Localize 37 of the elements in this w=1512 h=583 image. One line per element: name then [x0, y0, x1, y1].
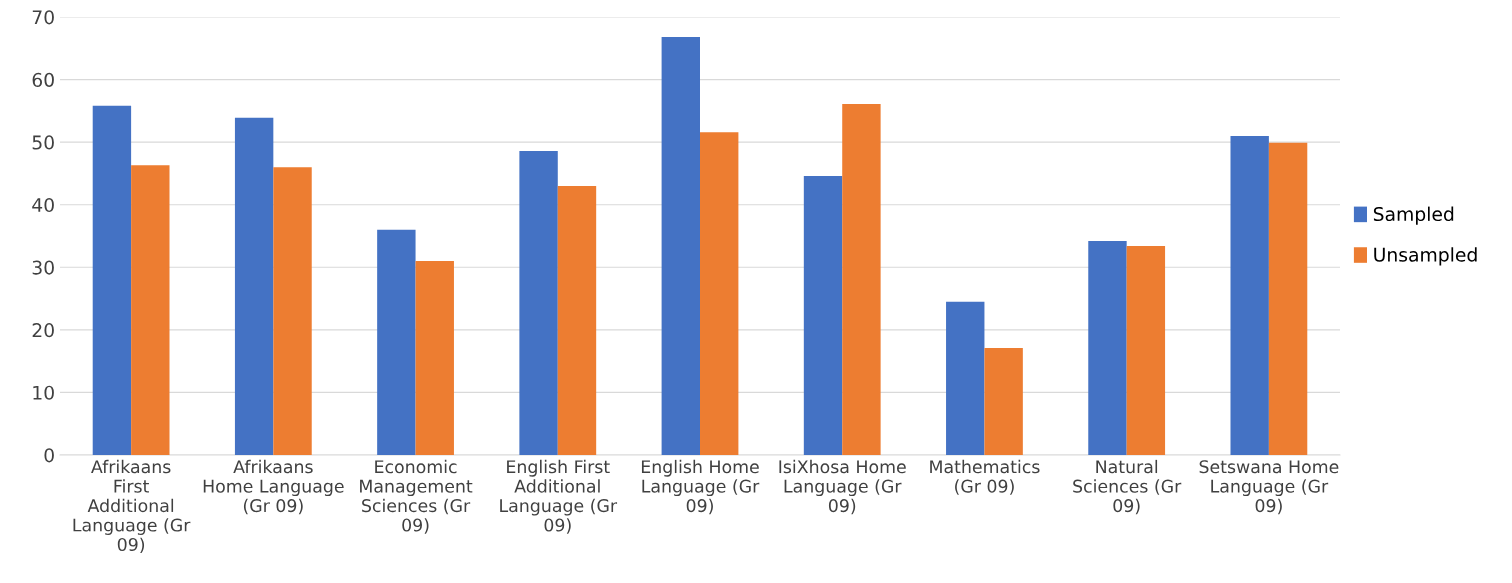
bar	[273, 167, 312, 455]
x-tick-label: Afrikaans First Additional Language (Gr 09)	[73, 459, 191, 554]
bar	[984, 348, 1023, 455]
bar	[842, 103, 881, 455]
x-tick-label: English First Additional Language (Gr 09)	[500, 459, 618, 534]
bar	[519, 150, 558, 455]
x-tick-label: English Home Language (Gr 09)	[641, 459, 760, 515]
bar	[131, 165, 170, 455]
bar	[1230, 135, 1269, 455]
y-tick-label: 50	[32, 135, 54, 150]
y-tick-label: 30	[32, 260, 54, 275]
bar	[377, 229, 416, 455]
y-tick-label: 60	[32, 72, 54, 87]
x-tick-label: Setswana Home Language (Gr 09)	[1199, 460, 1339, 515]
y-tick-label: 10	[33, 385, 54, 400]
x-tick-label: Afrikaans Home Language (Gr 09)	[203, 459, 344, 515]
y-tick-label: 40	[32, 197, 54, 213]
x-tick-label: IsiXhosa Home Language (Gr 09)	[779, 459, 906, 515]
x-tick-label: Mathematics (Gr 09)	[930, 459, 1040, 495]
bar	[1126, 246, 1166, 455]
bar	[234, 117, 274, 455]
bar	[1268, 142, 1308, 455]
bar	[92, 105, 132, 455]
bar	[946, 301, 985, 455]
bar	[557, 185, 597, 455]
legend-label: Sampled	[1373, 206, 1454, 225]
legend-label: Unsampled	[1374, 247, 1477, 266]
y-tick-label: 0	[44, 448, 54, 463]
bar	[700, 132, 739, 455]
bar	[1088, 241, 1127, 455]
x-tick-label: Economic Management Sciences (Gr 09)	[360, 459, 473, 534]
y-tick-label: 20	[32, 323, 54, 338]
bar	[415, 261, 454, 455]
x-tick-label: Natural Sciences (Gr 09)	[1073, 459, 1182, 515]
y-tick-label: 70	[32, 10, 54, 25]
bar	[661, 37, 700, 455]
bar	[803, 175, 843, 455]
